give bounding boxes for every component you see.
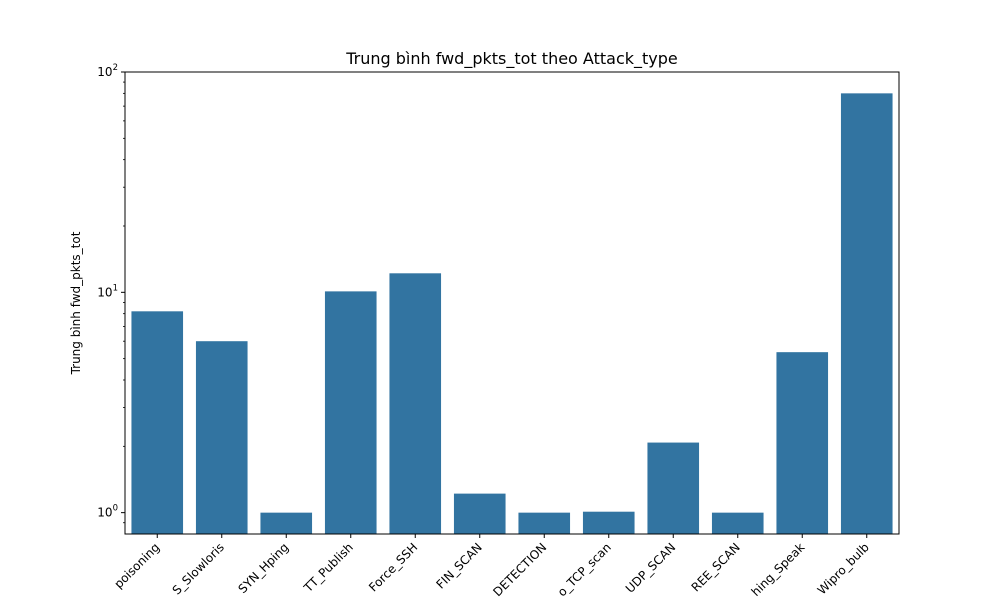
- x-tick-label-6: DETECTION: [490, 540, 549, 599]
- x-tick-label-0: poisoning: [111, 540, 162, 591]
- bars-group: [131, 93, 893, 534]
- bar-10: [776, 352, 829, 534]
- y-tick-label-1: 101: [97, 283, 118, 299]
- y-axis-ticks: 100 101 102: [97, 63, 125, 524]
- x-axis-ticks: poisoning S_Slowloris SYN_Hping TT_Publish F…: [111, 534, 872, 599]
- bar-7: [582, 511, 635, 534]
- plot-frame: [124, 71, 900, 535]
- bar-4: [389, 273, 442, 534]
- x-tick-label-10: hing_Speak: [749, 540, 808, 599]
- x-tick-label-11: Wipro_bulb: [815, 540, 872, 597]
- bar-1: [195, 341, 248, 534]
- bar-0: [131, 311, 184, 534]
- x-tick-label-5: FIN_SCAN: [434, 540, 485, 591]
- x-tick-label-1: S_Slowloris: [170, 540, 227, 597]
- y-axis-label: Trung bình fwd_pkts_tot: [69, 231, 83, 375]
- bar-8: [647, 442, 700, 534]
- x-tick-label-8: UDP_SCAN: [623, 540, 678, 595]
- bar-2: [260, 512, 313, 534]
- chart-title: Trung bình fwd_pkts_tot theo Attack_type: [345, 49, 678, 69]
- x-tick-label-4: Force_SSH: [366, 540, 420, 594]
- x-tick-label-3: TT_Publish: [301, 540, 356, 595]
- bar-5: [453, 493, 506, 534]
- x-tick-label-7: o_TCP_scan: [555, 540, 614, 599]
- bar-11: [840, 93, 893, 534]
- y-tick-label-0: 100: [97, 504, 118, 520]
- x-tick-label-2: SYN_Hping: [235, 540, 291, 596]
- bar-9: [711, 512, 764, 534]
- x-tick-label-9: REE_SCAN: [689, 540, 743, 594]
- bar-6: [518, 512, 571, 534]
- bar-3: [324, 291, 377, 534]
- y-tick-label-2: 102: [97, 63, 118, 79]
